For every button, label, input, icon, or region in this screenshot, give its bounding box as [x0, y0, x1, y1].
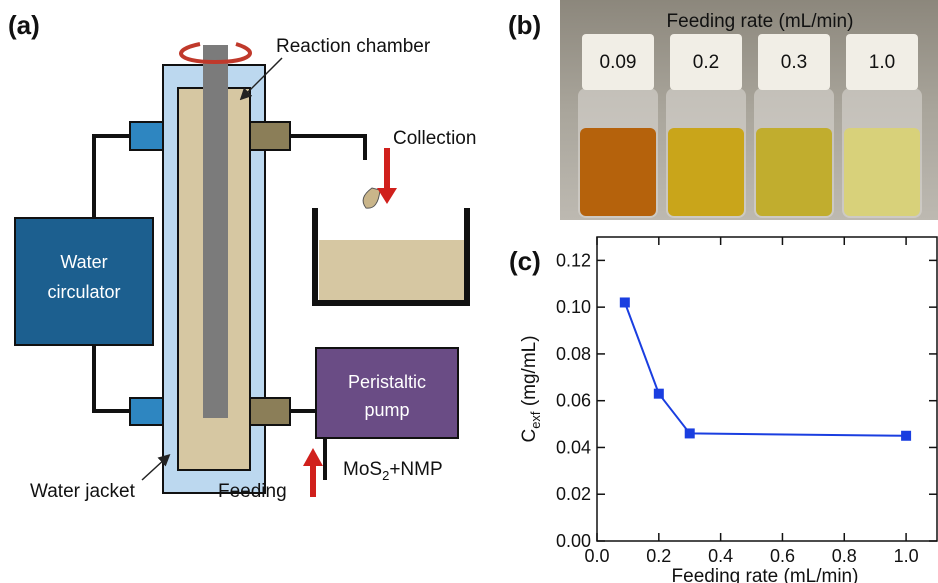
y-tick-label: 0.12: [556, 250, 591, 270]
vial-liquid: [756, 128, 832, 216]
vial-label: 1.0: [869, 52, 895, 73]
panel-label: (a): [8, 10, 40, 40]
data-point: [684, 428, 695, 439]
y-tick-label: 0.04: [556, 437, 591, 457]
port: [129, 397, 164, 426]
box-label: Water: [60, 252, 107, 272]
vial-cap: [670, 34, 742, 90]
vial-label: 0.2: [693, 52, 719, 73]
x-tick-label: 0.4: [708, 546, 733, 566]
x-tick-label: 0.8: [832, 546, 857, 566]
pointer: [141, 453, 171, 481]
x-tick-label: 1.0: [894, 546, 919, 566]
label: Feeding: [218, 481, 287, 502]
arrow-head: [303, 448, 323, 466]
chart: 0.0 0.2 0.4 0.6 0.8 1.0 0.00 0.02 0.04 0.06 0.08 0.…: [519, 236, 938, 583]
vial-label: 0.3: [781, 52, 807, 73]
data-point: [619, 297, 630, 308]
y-axis-title-sub: exf: [528, 411, 543, 429]
label: MoS2+NMP: [343, 459, 443, 483]
port: [249, 397, 291, 426]
reactor-diagram: [92, 134, 367, 480]
rotation-arrow: [179, 42, 252, 65]
arrow-head: [377, 188, 397, 204]
pointer: [239, 57, 283, 101]
y-tick-label: 0.02: [556, 484, 591, 504]
vial-cap: [582, 34, 654, 90]
peristaltic-pump: [315, 347, 459, 439]
vial-liquid: [580, 128, 656, 216]
x-tick-label: 0.0: [584, 546, 609, 566]
panel-label: (b): [508, 10, 541, 40]
y-tick-label: 0.06: [556, 391, 591, 411]
vial-liquid: [668, 128, 744, 216]
label: Reaction chamber: [276, 36, 431, 57]
vial-label: 0.09: [600, 52, 637, 73]
port: [129, 121, 164, 151]
y-tick-label: 0.00: [556, 531, 591, 551]
droplet: [362, 187, 381, 209]
x-tick-label: 0.2: [646, 546, 671, 566]
beaker: [312, 208, 470, 306]
photo-title: Feeding rate (mL/min): [667, 11, 854, 32]
y-axis-title-part: C: [519, 429, 540, 443]
y-tick-label: 0.10: [556, 297, 591, 317]
data-point: [653, 388, 664, 399]
panel-label: (c): [509, 246, 541, 276]
series-line: [623, 302, 907, 437]
port: [249, 121, 291, 151]
y-axis-title: Cexf (mg/mL): [519, 335, 543, 442]
label: Collection: [393, 128, 476, 149]
box-label: pump: [364, 400, 409, 420]
vials: 0.09 0.2 0.3 1.0: [578, 34, 922, 218]
rotor: [203, 45, 228, 418]
x-tick-label: 0.6: [770, 546, 795, 566]
y-axis-title-part: (mg/mL): [519, 335, 540, 411]
beaker-liquid: [319, 240, 464, 300]
label: Water jacket: [30, 481, 136, 502]
box-label: Peristaltic: [348, 372, 426, 392]
x-axis-title: Feeding rate (mL/min): [672, 566, 859, 583]
vial-cap: [846, 34, 918, 90]
vial-cap: [758, 34, 830, 90]
y-tick-label: 0.08: [556, 344, 591, 364]
box-label: circulator: [47, 282, 120, 302]
water-circulator: [14, 217, 154, 346]
plot-frame: [596, 236, 938, 542]
data-point: [901, 430, 912, 441]
vial-liquid: [844, 128, 920, 216]
